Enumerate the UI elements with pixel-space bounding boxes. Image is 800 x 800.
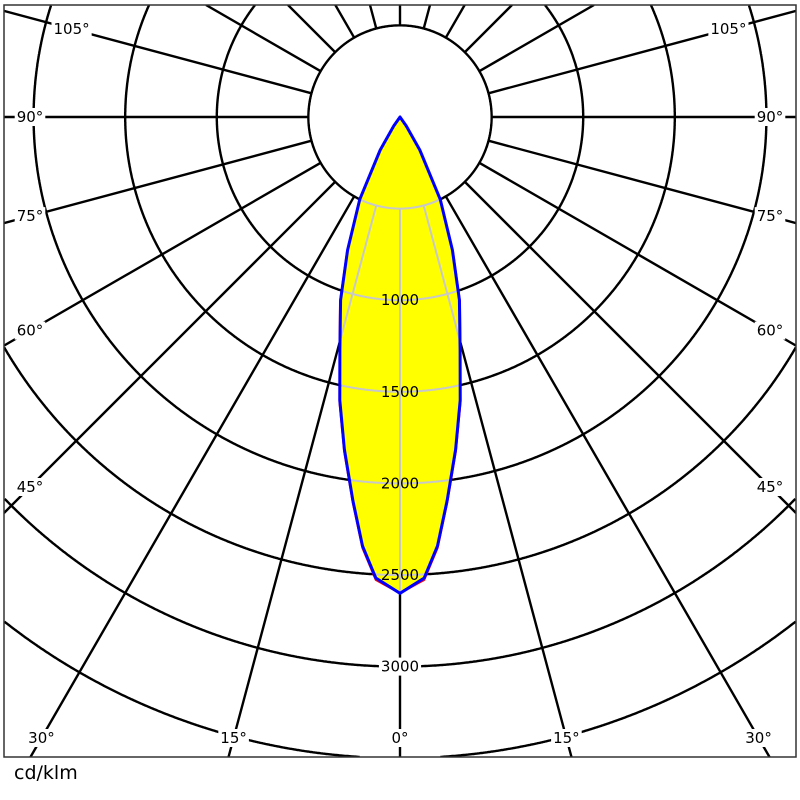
grid-ray	[488, 139, 796, 225]
grid-ray	[478, 161, 796, 347]
angle-label: 105°	[710, 20, 746, 38]
plot-frame	[3, 4, 797, 758]
grid-ray	[444, 5, 466, 39]
angle-label: 15°	[220, 729, 247, 747]
grid-ray	[478, 5, 595, 73]
grid-ray	[4, 9, 312, 95]
radial-tick-label: 1000	[381, 291, 419, 309]
radial-tick-label: 1500	[381, 383, 419, 401]
grid-ray	[4, 180, 337, 514]
grid-ray	[422, 5, 432, 29]
angle-label: 15°	[553, 729, 580, 747]
grid-ray	[463, 180, 796, 514]
inner-grid-ray	[422, 205, 461, 594]
radial-tick-label: 3000	[381, 658, 419, 676]
grid-circle	[4, 620, 796, 757]
grid-ray	[463, 5, 513, 54]
angle-label: 30°	[28, 729, 55, 747]
angle-label: 90°	[757, 108, 784, 126]
intensity-curve-0	[338, 115, 462, 595]
radial-tick-label: 2000	[381, 474, 419, 492]
grid-ray	[4, 139, 312, 225]
grid-ray	[334, 5, 356, 39]
inner-grid	[339, 117, 461, 594]
grid-ray	[368, 5, 378, 29]
angle-label: 90°	[17, 108, 44, 126]
angle-label: 75°	[757, 207, 784, 225]
angle-label: 0°	[391, 729, 408, 747]
angle-label: 45°	[757, 478, 784, 496]
angle-label: 75°	[17, 207, 44, 225]
angle-label: 60°	[17, 322, 44, 340]
grid-ray	[488, 9, 796, 95]
grid-ray	[287, 5, 337, 54]
unit-label: cd/klm	[14, 762, 78, 784]
radial-tick-label: 2500	[381, 566, 419, 584]
angle-label: 45°	[17, 478, 44, 496]
inner-grid-ray	[339, 205, 378, 594]
grid-ray	[4, 161, 322, 347]
grid-ray	[444, 195, 771, 757]
angle-label: 105°	[54, 20, 90, 38]
grid-ray	[29, 195, 356, 757]
grid-ray	[205, 5, 322, 73]
angle-label: 60°	[757, 322, 784, 340]
angle-label: 30°	[745, 729, 772, 747]
